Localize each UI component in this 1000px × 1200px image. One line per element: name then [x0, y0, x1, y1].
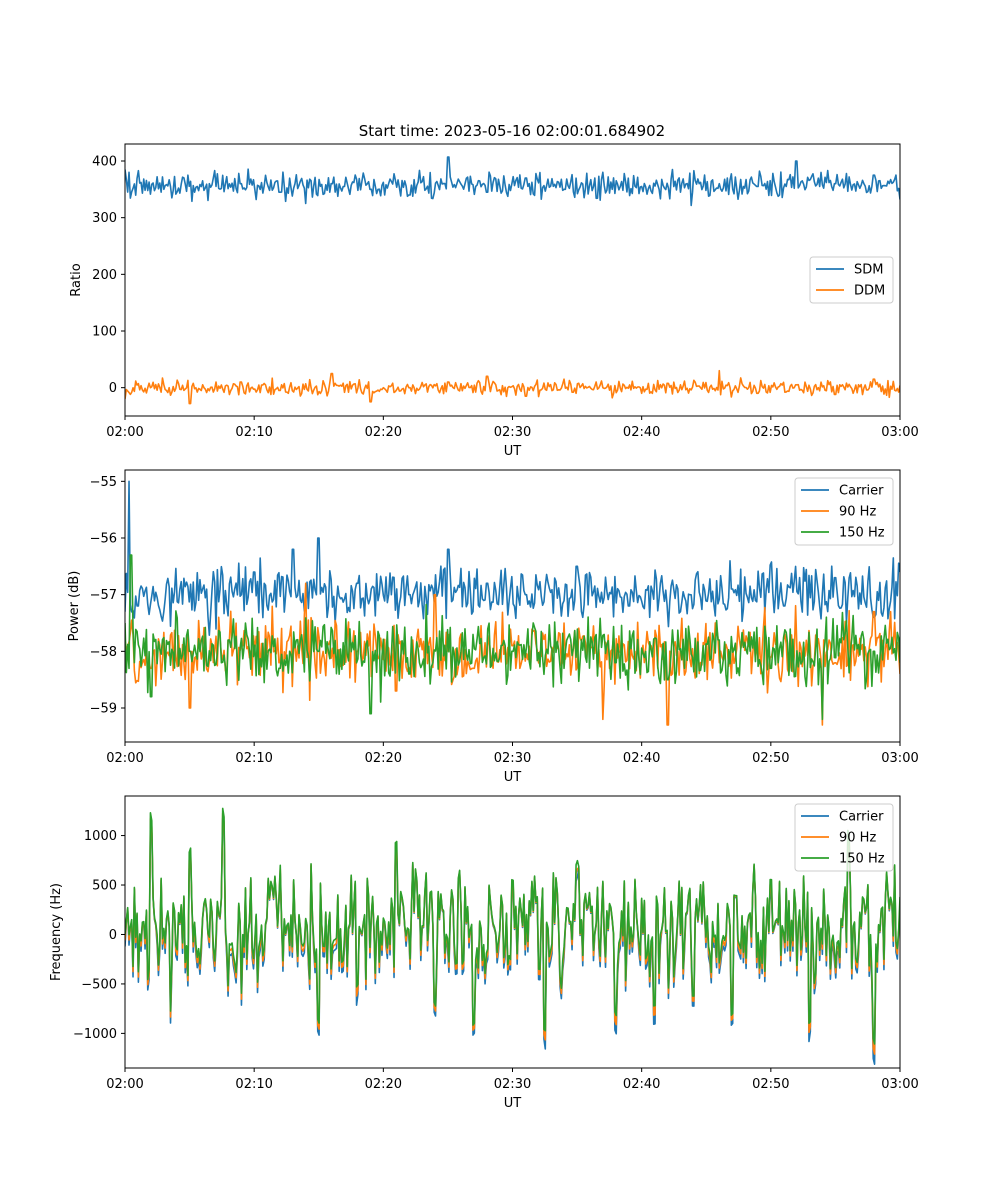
- y-tick-label: 0: [109, 928, 117, 943]
- y-tick-label: 0: [109, 381, 117, 396]
- legend-label: 90 Hz: [839, 831, 876, 846]
- x-axis-label: UT: [504, 1096, 522, 1111]
- y-tick-label: 400: [92, 155, 117, 170]
- y-tick-label: −500: [81, 977, 117, 992]
- x-tick-label: 02:10: [235, 1077, 272, 1092]
- legend: Carrier 90 Hz 150 Hz: [794, 477, 894, 546]
- x-tick-label: 02:20: [365, 425, 402, 440]
- y-tick-label: −55: [90, 475, 117, 490]
- y-tick-label: 100: [92, 325, 117, 340]
- legend: SDM DDM: [809, 256, 894, 304]
- figure-title: Start time: 2023-05-16 02:00:01.684902: [359, 122, 665, 140]
- x-tick-label: 02:20: [365, 751, 402, 766]
- x-tick-label: 02:00: [106, 425, 143, 440]
- legend-label: Carrier: [839, 810, 884, 825]
- y-axis-label: Frequency (Hz): [49, 883, 64, 981]
- y-tick-label: 200: [92, 268, 117, 283]
- x-tick-label: 02:40: [623, 1077, 660, 1092]
- y-tick-label: −1000: [73, 1027, 117, 1042]
- x-axis-label: UT: [504, 444, 522, 459]
- x-tick-label: 02:40: [623, 425, 660, 440]
- y-tick-label: −57: [90, 588, 117, 603]
- series-line-sdm: [125, 156, 900, 207]
- y-tick-label: −58: [90, 645, 117, 660]
- legend-box: [794, 803, 894, 872]
- legend-label: 150 Hz: [839, 852, 885, 867]
- series-line-carrier: [125, 480, 900, 636]
- x-tick-label: 02:30: [494, 1077, 531, 1092]
- series-group: [125, 807, 900, 1065]
- x-tick-label: 02:50: [752, 425, 789, 440]
- chart-panel-3: 02:00 02:10 02:20 02:30 02:40 02:50 03:00 −1000…: [49, 795, 919, 1111]
- y-tick-label: 1000: [84, 829, 117, 844]
- x-tick-label: 02:00: [106, 751, 143, 766]
- x-tick-label: 02:10: [235, 751, 272, 766]
- series-group: [125, 156, 900, 405]
- x-tick-label: 02:10: [235, 425, 272, 440]
- legend-label: SDM: [854, 263, 883, 278]
- series-line-90-hz: [125, 582, 900, 726]
- chart-panel-2: 02:00 02:10 02:20 02:30 02:40 02:50 03:00 −59 −5…: [67, 469, 919, 785]
- x-tick-label: 03:00: [881, 1077, 918, 1092]
- series-group: [125, 480, 900, 726]
- legend-label: DDM: [854, 284, 885, 299]
- x-tick-label: 02:40: [623, 751, 660, 766]
- x-tick-label: 02:50: [752, 751, 789, 766]
- x-tick-label: 02:30: [494, 425, 531, 440]
- legend-label: Carrier: [839, 484, 884, 499]
- y-axis-label: Power (dB): [67, 571, 82, 642]
- axes-container: 02:00 02:10 02:20 02:30 02:40 02:50 03:00 0 100 2…: [49, 143, 919, 1111]
- y-tick-label: −59: [90, 702, 117, 717]
- y-tick-label: −56: [90, 532, 117, 547]
- y-tick-label: 300: [92, 211, 117, 226]
- x-tick-label: 03:00: [881, 751, 918, 766]
- x-tick-label: 03:00: [881, 425, 918, 440]
- y-axis-label: Ratio: [69, 263, 84, 296]
- series-line-150-hz: [125, 807, 900, 1045]
- x-tick-label: 02:50: [752, 1077, 789, 1092]
- x-tick-label: 02:20: [365, 1077, 402, 1092]
- legend-label: 150 Hz: [839, 526, 885, 541]
- legend-label: 90 Hz: [839, 505, 876, 520]
- y-tick-label: 500: [92, 879, 117, 894]
- series-line-ddm: [125, 369, 900, 405]
- legend: Carrier 90 Hz 150 Hz: [794, 803, 894, 872]
- x-tick-label: 02:30: [494, 751, 531, 766]
- x-axis-label: UT: [504, 770, 522, 785]
- x-tick-label: 02:00: [106, 1077, 143, 1092]
- series-line-150-hz: [125, 554, 900, 721]
- legend-box: [794, 477, 894, 546]
- chart-panel-1: 02:00 02:10 02:20 02:30 02:40 02:50 03:00 0 100 2…: [69, 143, 919, 459]
